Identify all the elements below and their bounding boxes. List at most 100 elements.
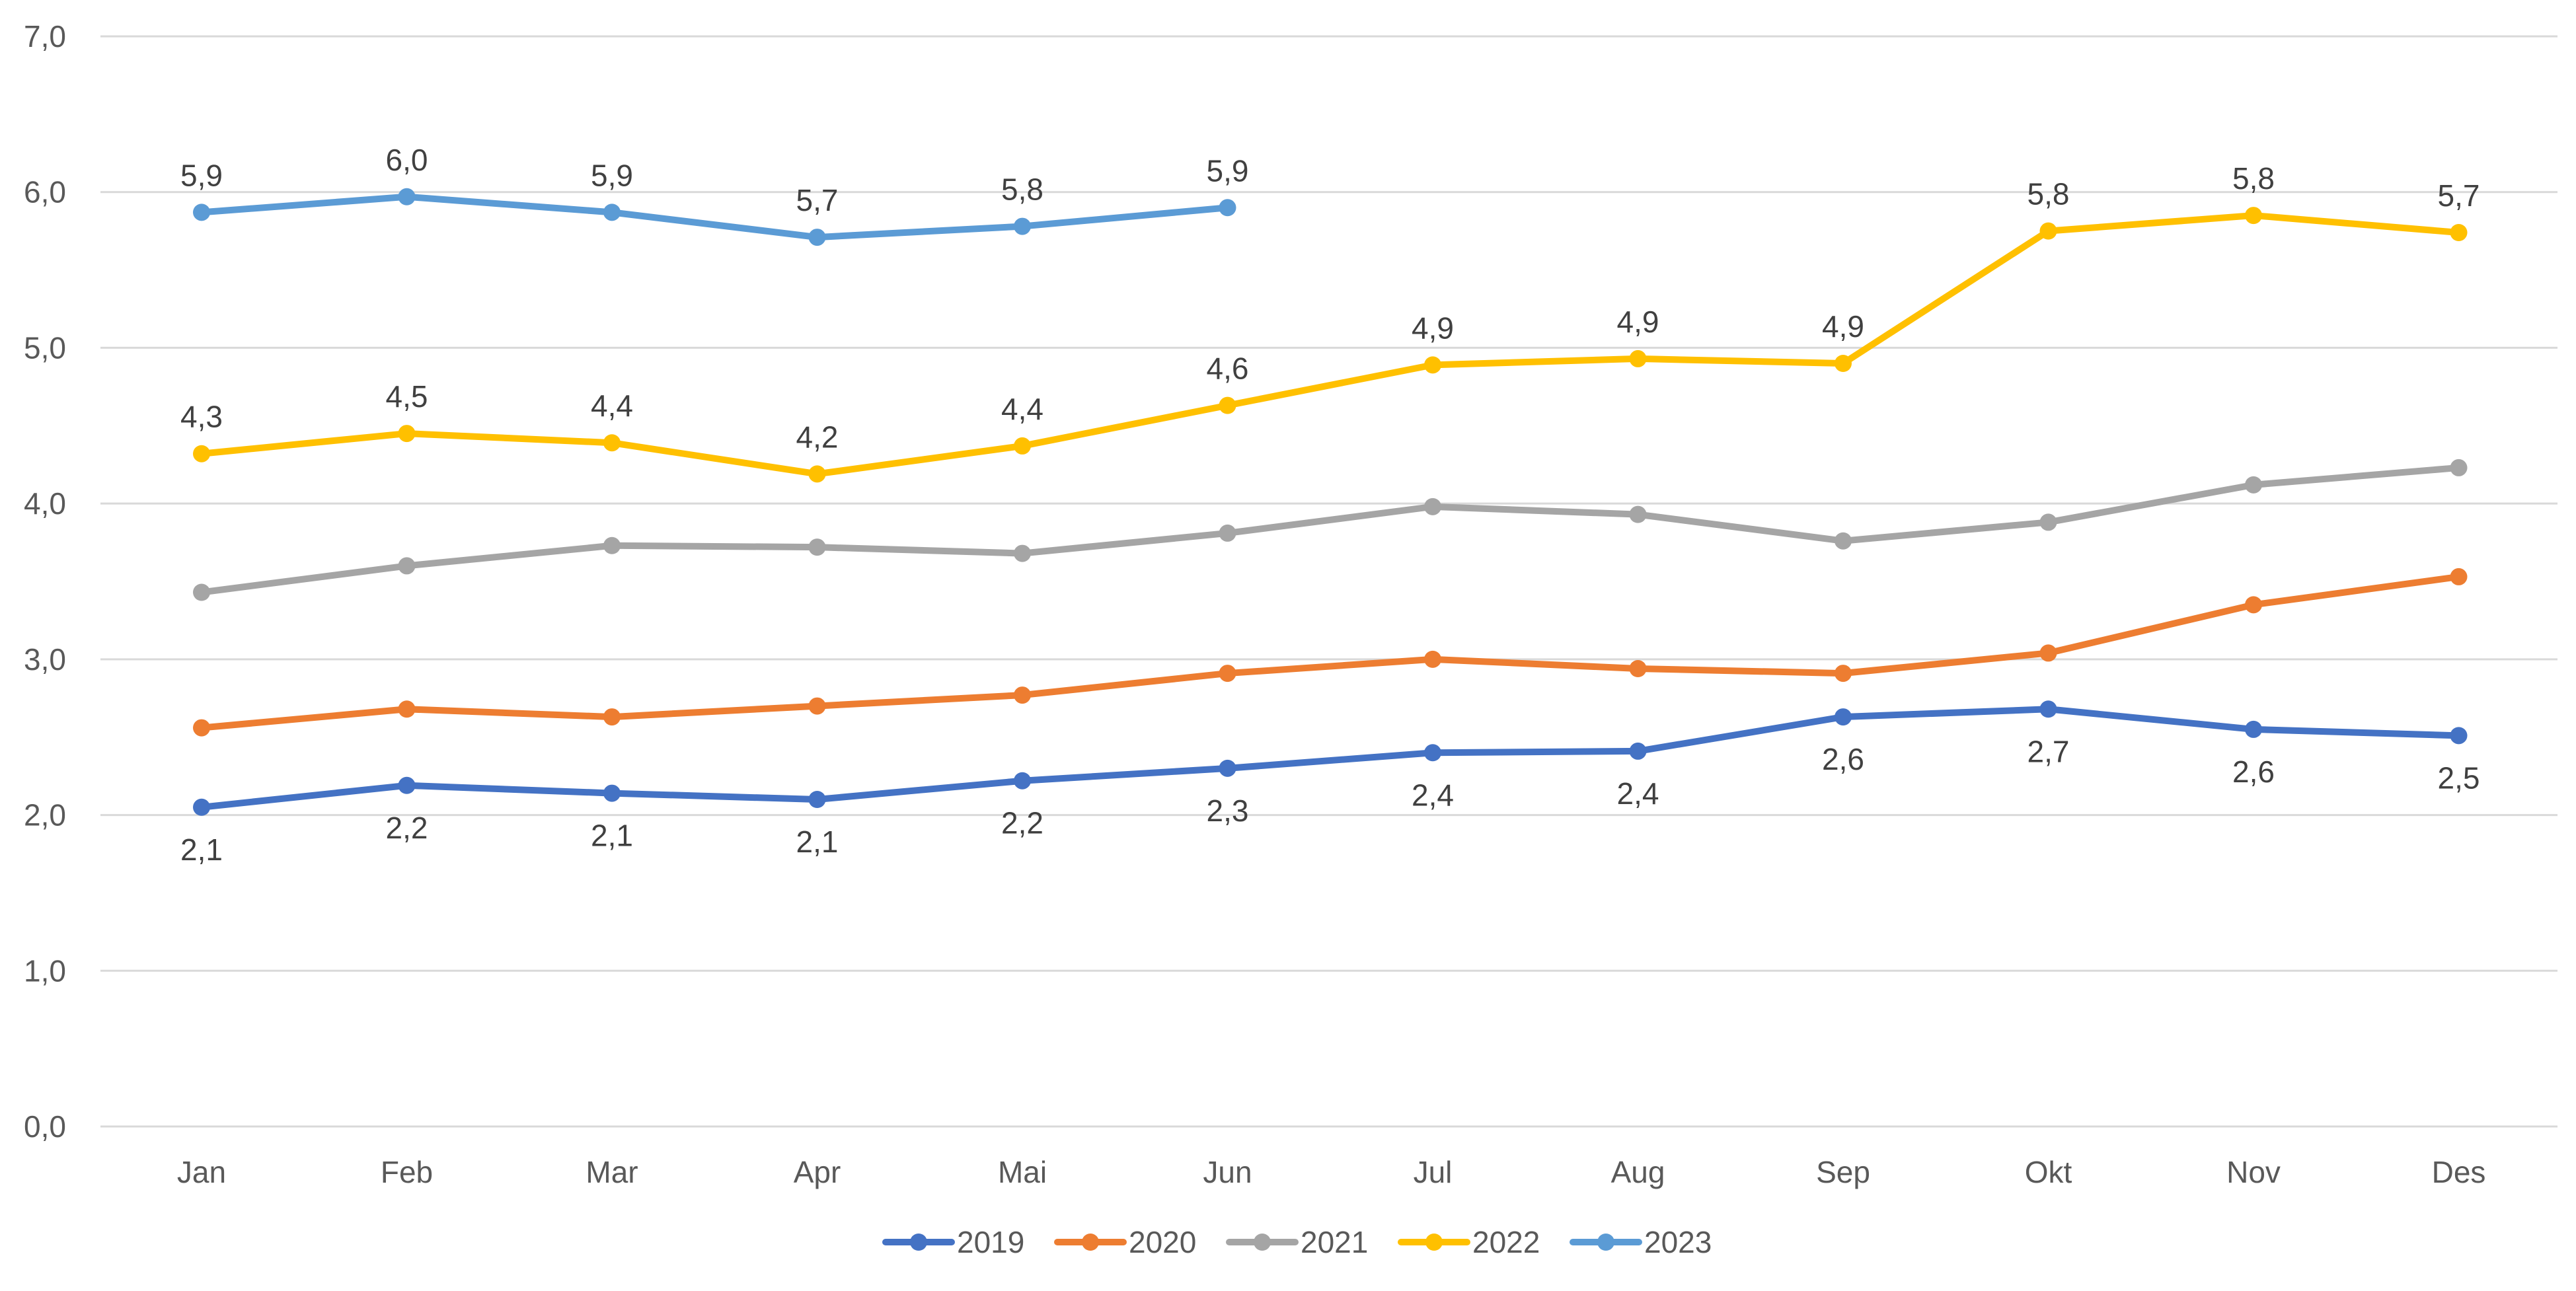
data-label-2022: 4,9 — [1412, 311, 1454, 345]
data-point-2023 — [1219, 199, 1236, 217]
x-tick-label: Aug — [1611, 1155, 1665, 1189]
data-point-2023 — [398, 188, 416, 205]
data-point-2020 — [2450, 568, 2468, 585]
data-label-2022: 4,3 — [180, 400, 223, 434]
data-point-2020 — [1835, 665, 1852, 682]
series-line-2021 — [198, 464, 2462, 596]
series-line-2019 — [198, 706, 2462, 811]
data-point-2022 — [808, 465, 826, 483]
legend-label-2022: 2022 — [1472, 1225, 1540, 1259]
data-label-2019: 2,3 — [1207, 793, 1249, 828]
legend-marker-2023 — [1597, 1234, 1614, 1251]
x-tick-label: Jan — [177, 1155, 226, 1189]
y-tick-label: 3,0 — [24, 642, 66, 677]
data-point-2022 — [2450, 224, 2468, 241]
legend-marker-2021 — [1254, 1234, 1271, 1251]
data-point-2019 — [398, 776, 416, 794]
data-point-2021 — [398, 557, 416, 575]
series-lines — [193, 188, 2468, 816]
data-point-2019 — [603, 784, 621, 802]
data-point-2022 — [398, 425, 416, 443]
series-line-2022 — [198, 212, 2462, 478]
y-tick-label: 4,0 — [24, 486, 66, 521]
x-tick-label: Jun — [1203, 1155, 1252, 1189]
legend-label-2023: 2023 — [1644, 1225, 1712, 1259]
data-label-2023: 6,0 — [386, 143, 428, 177]
data-point-2019 — [193, 798, 210, 816]
data-label-2019: 2,5 — [2438, 760, 2480, 795]
x-tick-label: Nov — [2226, 1155, 2281, 1189]
data-label-2022: 5,7 — [2438, 178, 2480, 213]
gridlines — [100, 35, 2557, 1128]
y-tick-label: 0,0 — [24, 1109, 66, 1144]
data-point-2021 — [808, 538, 826, 556]
data-labels: 2,1 2,2 2,1 2,1 2,2 2,3 2,4 2,4 2,6 2,7 2,6 2,5 4,3 4… — [180, 143, 2480, 867]
data-point-2022 — [2245, 207, 2262, 225]
data-point-2020 — [1424, 650, 1441, 668]
series-line-2023 — [198, 193, 1231, 241]
y-tick-label: 1,0 — [24, 953, 66, 988]
data-label-2022: 4,9 — [1617, 305, 1659, 339]
legend-label-2021: 2021 — [1301, 1225, 1368, 1259]
data-point-2023 — [193, 203, 210, 221]
data-point-2020 — [2039, 644, 2057, 662]
data-label-2022: 5,8 — [2232, 161, 2275, 196]
data-point-2021 — [2450, 459, 2468, 476]
data-label-2022: 4,4 — [1001, 392, 1043, 426]
data-point-2022 — [1835, 355, 1852, 372]
data-point-2020 — [398, 700, 416, 718]
legend-label-2019: 2019 — [957, 1225, 1024, 1259]
legend-marker-2019 — [910, 1234, 927, 1251]
x-tick-label: Okt — [2025, 1155, 2072, 1189]
data-point-2020 — [808, 697, 826, 715]
data-point-2021 — [2245, 476, 2262, 494]
data-label-2019: 2,1 — [180, 832, 223, 867]
data-point-2019 — [1219, 759, 1236, 777]
data-label-2023: 5,7 — [796, 183, 839, 217]
data-point-2021 — [193, 583, 210, 601]
y-axis-ticks: 0,0 1,0 2,0 3,0 4,0 5,0 6,0 7,0 — [24, 19, 66, 1144]
data-point-2021 — [2039, 513, 2057, 531]
data-label-2019: 2,6 — [2232, 755, 2275, 789]
y-tick-label: 2,0 — [24, 798, 66, 832]
data-point-2022 — [2039, 222, 2057, 240]
data-point-2021 — [603, 536, 621, 554]
data-label-2019: 2,7 — [2027, 734, 2070, 768]
x-tick-label: Mar — [586, 1155, 638, 1189]
x-tick-label: Jul — [1414, 1155, 1453, 1189]
data-point-2019 — [2245, 720, 2262, 738]
legend-label-2020: 2020 — [1129, 1225, 1196, 1259]
data-point-2021 — [1014, 544, 1031, 562]
data-label-2023: 5,8 — [1001, 172, 1043, 207]
data-label-2022: 4,9 — [1822, 309, 1864, 344]
data-point-2020 — [1629, 660, 1647, 677]
data-point-2023 — [603, 203, 621, 221]
data-point-2020 — [193, 719, 210, 737]
data-label-2019: 2,6 — [1822, 742, 1864, 776]
data-point-2022 — [1629, 350, 1647, 367]
data-point-2022 — [1424, 356, 1441, 374]
data-label-2023: 5,9 — [1207, 153, 1249, 188]
data-point-2022 — [603, 434, 621, 452]
data-label-2019: 2,2 — [386, 811, 428, 845]
series-line-2020 — [198, 573, 2462, 731]
data-point-2023 — [1014, 217, 1031, 235]
data-point-2019 — [1629, 742, 1647, 760]
data-point-2020 — [2245, 596, 2262, 614]
legend: 2019 2020 2021 2022 2023 — [882, 1225, 1712, 1259]
x-tick-label: Mai — [998, 1155, 1047, 1189]
data-point-2023 — [808, 229, 826, 246]
data-label-2019: 2,2 — [1001, 806, 1043, 840]
data-label-2023: 5,9 — [591, 158, 633, 192]
data-point-2021 — [1835, 532, 1852, 550]
data-point-2021 — [1424, 498, 1441, 515]
x-tick-label: Sep — [1816, 1155, 1870, 1189]
data-point-2020 — [1219, 665, 1236, 682]
x-tick-label: Feb — [381, 1155, 433, 1189]
data-label-2019: 2,1 — [591, 819, 633, 853]
data-label-2023: 5,9 — [180, 158, 223, 192]
data-point-2019 — [2039, 700, 2057, 718]
data-label-2022: 4,2 — [796, 420, 839, 454]
x-axis-ticks: Jan Feb Mar Apr Mai Jun Jul Aug Sep Okt Nov Des — [177, 1155, 2485, 1189]
